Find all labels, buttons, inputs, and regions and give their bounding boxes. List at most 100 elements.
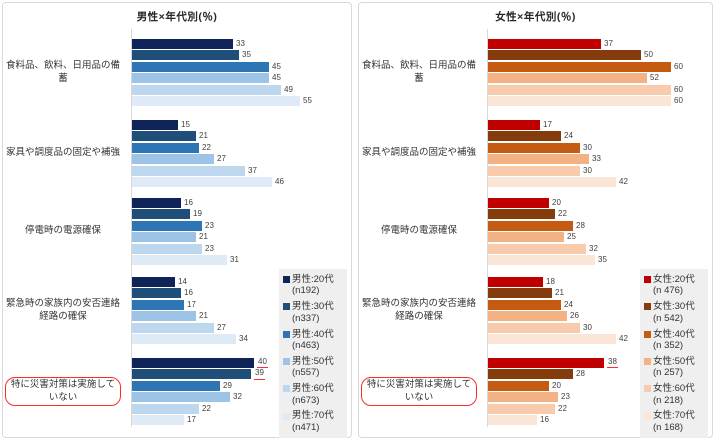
bar — [488, 255, 595, 266]
value-label: 23 — [205, 243, 214, 253]
bar-group: 18 21 24 26 30 42 — [488, 276, 628, 345]
bar — [488, 119, 540, 130]
category-label-text: 食料品、飲料、日用品の備蓄 — [5, 59, 120, 84]
legend-swatch-icon — [644, 276, 651, 284]
legend-swatch-icon — [283, 330, 290, 338]
bar — [488, 96, 671, 107]
value-label: 20 — [552, 380, 561, 390]
bar-row: 24 — [488, 131, 628, 143]
bar — [488, 288, 552, 299]
legend-swatch-icon — [644, 303, 651, 311]
legend-label: 女性:20代 — [653, 274, 695, 285]
category-label: 停電時の電源確保 — [359, 225, 479, 238]
bar-row: 49 — [132, 84, 312, 96]
bar — [132, 50, 239, 61]
bar — [132, 403, 199, 414]
legend-label: 女性:30代 — [653, 301, 695, 313]
bar — [488, 38, 601, 49]
bar — [488, 369, 573, 380]
circled-category-label-text: 特に災害対策は実施していない — [5, 376, 121, 407]
legend-entry-line: 男性:30代 — [283, 301, 344, 312]
bar-row: 37 — [132, 165, 284, 177]
plot-area-male: 食料品、飲料、日用品の備蓄 33 35 45 45 49 55 家具や調度品の固定や補強 15 2… — [3, 3, 351, 437]
bar — [488, 177, 616, 188]
value-label: 14 — [178, 276, 187, 286]
bar — [132, 96, 300, 107]
legend-label: 男性:30代 — [292, 301, 334, 313]
bar — [132, 369, 251, 380]
bar-row: 16 — [132, 288, 248, 300]
bar-row: 29 — [132, 380, 268, 392]
bar — [488, 243, 586, 254]
bar — [132, 84, 281, 95]
legend-female: 女性:20代 (n 476) 女性:30代 (n 542) 女性:40代 (n 352) 女… — [640, 269, 708, 439]
value-label: 22 — [558, 209, 567, 219]
legend-entry-line: 男性:70代 — [283, 410, 344, 421]
bar — [132, 276, 175, 287]
legend-item: 女性:30代 (n 542) — [644, 301, 705, 324]
bar — [132, 392, 230, 403]
value-label: 28 — [576, 220, 585, 230]
underlined-value-label: 39 — [254, 369, 265, 380]
bar — [488, 165, 580, 176]
legend-swatch-icon — [644, 358, 651, 366]
value-label: 25 — [567, 232, 576, 242]
legend-entry-line: 男性:20代 — [283, 274, 344, 285]
bar-row: 34 — [132, 334, 248, 346]
category-label: 緊急時の家族内の安否連絡経路の確保 — [3, 298, 123, 324]
bar-row: 50 — [488, 50, 683, 62]
legend-swatch-icon — [283, 385, 290, 393]
bar-row: 18 — [488, 276, 628, 288]
bar-group: 33 35 45 45 49 55 — [132, 38, 312, 107]
category-label-text: 家具や調度品の固定や補強 — [5, 147, 120, 159]
category-label-text: 停電時の電源確保 — [24, 225, 101, 237]
bar-row: 52 — [488, 73, 683, 85]
bar-row: 60 — [488, 61, 683, 73]
legend-sample-size: (n 218) — [653, 394, 684, 406]
bar — [132, 415, 184, 426]
bar — [132, 220, 202, 231]
value-label: 46 — [275, 177, 284, 187]
bar — [488, 84, 671, 95]
bar-row: 16 — [132, 197, 239, 209]
bar-row: 45 — [132, 73, 312, 85]
bar-row: 23 — [488, 392, 618, 404]
bar — [132, 73, 269, 84]
bar — [488, 131, 561, 142]
category-axis-line — [131, 29, 132, 427]
legend-item: 男性:30代 (n337) — [283, 301, 344, 324]
legend-sample-size: (n 542) — [653, 312, 684, 324]
bar-row: 28 — [488, 369, 618, 381]
bar-row: 35 — [488, 255, 607, 267]
bar-row: 14 — [132, 276, 248, 288]
legend-swatch-icon — [283, 303, 290, 311]
bar — [132, 311, 196, 322]
bar-row: 17 — [488, 119, 628, 131]
category-group: 特に災害対策は実施していない 38 28 20 23 22 16 — [359, 357, 712, 426]
legend-item: 女性:20代 (n 476) — [644, 274, 705, 297]
value-label: 21 — [199, 232, 208, 242]
bar — [132, 165, 245, 176]
value-label: 16 — [184, 288, 193, 298]
bar — [132, 380, 220, 391]
bar — [488, 415, 537, 426]
legend-sample-size: (n337) — [292, 312, 320, 324]
bar — [132, 322, 214, 333]
value-label: 60 — [674, 61, 683, 71]
category-group: 停電時の電源確保 20 22 28 25 32 35 — [359, 197, 712, 266]
legend-label: 女性:50代 — [653, 355, 695, 367]
bar-row: 25 — [488, 232, 607, 244]
legend-swatch-icon — [283, 412, 290, 420]
bar-row: 21 — [132, 232, 239, 244]
bar-row: 39 — [132, 369, 268, 381]
bar-row: 45 — [132, 61, 312, 73]
bar-row: 16 — [488, 415, 618, 427]
category-label-text: 家具や調度品の固定や補強 — [361, 147, 476, 159]
chart-panel-male: 男性×年代別(％) 食料品、飲料、日用品の備蓄 33 35 45 45 49 55 家具や調度… — [2, 2, 352, 439]
bar-row: 20 — [488, 197, 607, 209]
chart-panel-female: 女性×年代別(％) 食料品、飲料、日用品の備蓄 37 50 60 52 60 60 家具や調度… — [358, 2, 713, 439]
bar — [132, 334, 236, 345]
bar — [488, 299, 561, 310]
value-label: 30 — [583, 165, 592, 175]
bar — [132, 255, 227, 266]
